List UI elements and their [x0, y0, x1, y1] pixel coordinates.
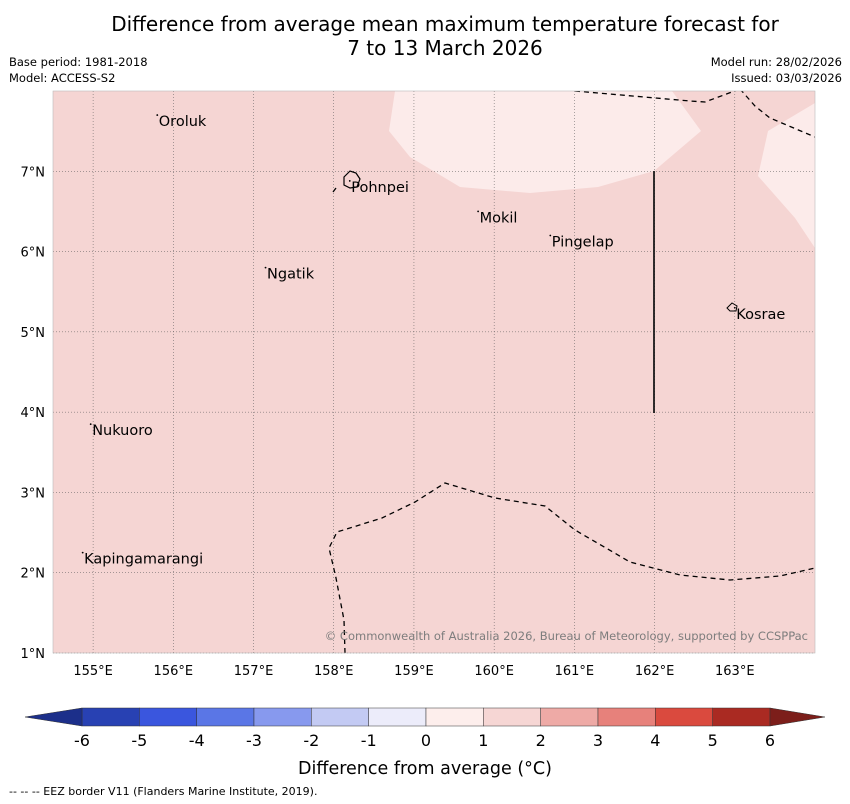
colorbar-segment — [540, 707, 599, 727]
colorbar-segment — [483, 707, 541, 727]
colorbar-segment — [425, 707, 484, 727]
colorbar-segment — [81, 707, 140, 727]
colorbar-under-arrow — [24, 707, 83, 727]
issued-text: Issued: 03/03/2026 — [731, 71, 842, 85]
colorbar-tick-label: -3 — [246, 731, 262, 750]
colorbar-segment — [196, 707, 255, 727]
latitude-tick-label: 3°N — [21, 486, 46, 501]
colorbar-segment — [253, 707, 312, 727]
place-label: Pingelap — [552, 235, 614, 251]
eez-border-line — [740, 91, 815, 138]
latitude-tick-label: 5°N — [21, 326, 46, 341]
colorbar-tick-label: -2 — [303, 731, 319, 750]
title-line-1: Difference from average mean maximum tem… — [111, 12, 779, 36]
map-background — [53, 91, 815, 653]
colorbar-segment — [597, 707, 656, 727]
longitude-tick-label: 162°E — [635, 664, 675, 679]
place-marker — [264, 266, 267, 269]
place-marker — [733, 306, 736, 309]
colorbar-tick-label: 3 — [593, 731, 603, 750]
place-label: Kosrae — [736, 307, 785, 323]
eez-borders — [328, 91, 815, 653]
model-run-text: Model run: 28/02/2026 — [710, 55, 842, 69]
lighter-regions — [389, 91, 815, 248]
place-marker — [477, 210, 480, 213]
colorbar-tick-label: 4 — [650, 731, 660, 750]
place-label: Mokil — [480, 210, 518, 226]
colorbar-tick-label: -4 — [189, 731, 205, 750]
colorbar: -6 -5 -4 -3 -2 -1 0 1 2 3 4 5 6 — [24, 707, 826, 750]
place-marker — [549, 234, 552, 237]
base-period-text: Base period: 1981-2018 — [9, 55, 148, 69]
latitude-tick-label: 7°N — [21, 165, 46, 180]
footnote: -- -- -- EEZ border V11 (Flanders Marine… — [9, 785, 318, 798]
latitude-tick-label: 6°N — [21, 246, 46, 261]
colorbar-segment — [655, 707, 713, 727]
colorbar-tick-label: -5 — [131, 731, 147, 750]
pohnpei-island-outline — [343, 170, 361, 189]
latitude-tick-label: 1°N — [21, 647, 46, 662]
colorbar-segment — [311, 707, 369, 727]
place-marker — [81, 551, 84, 554]
place-label: Ngatik — [267, 267, 315, 283]
longitude-tick-label: 159°E — [394, 664, 434, 679]
colorbar-segment — [139, 707, 197, 727]
colorbar-tick-label: 6 — [765, 731, 775, 750]
longitude-tick-label: 158°E — [314, 664, 354, 679]
longitude-tick-label: 156°E — [154, 664, 194, 679]
place-label: Kapingamarangi — [84, 552, 203, 568]
eez-border-line — [328, 482, 815, 653]
eez-border-line — [332, 187, 337, 193]
longitude-tick-label: 155°E — [73, 664, 113, 679]
longitude-tick-label: 160°E — [474, 664, 514, 679]
colorbar-over-arrow — [769, 707, 826, 727]
place-label: Nukuoro — [92, 423, 153, 439]
latitude-tick-label: 4°N — [21, 406, 46, 421]
colorbar-tick-label: 2 — [536, 731, 546, 750]
lighter-anomaly-region — [758, 103, 815, 248]
longitude-tick-label: 157°E — [234, 664, 274, 679]
latitude-tick-label: 2°N — [21, 567, 46, 582]
place-marker — [156, 114, 159, 116]
meta-right: Model run: 28/02/2026 Issued: 03/03/2026 — [711, 54, 842, 86]
colorbar-label: Difference from average (°C) — [298, 759, 552, 779]
chart-title: Difference from average mean maximum tem… — [0, 12, 850, 60]
longitude-tick-label: 161°E — [555, 664, 595, 679]
place-label: Pohnpei — [351, 180, 409, 196]
kosrae-island-outline — [726, 302, 738, 312]
meta-left: Base period: 1981-2018 Model: ACCESS-S2 — [9, 54, 148, 86]
place-labels: Oroluk Pohnpei Mokil Pingelap Ngatik Kosrae Nu… — [81, 114, 785, 568]
map-frame — [52, 90, 816, 654]
colorbar-tick-label: 1 — [478, 731, 488, 750]
place-marker — [348, 180, 351, 182]
colorbar-segment — [368, 707, 427, 727]
place-marker — [89, 423, 92, 426]
eez-border-line — [574, 91, 737, 103]
colorbar-tick-label: 5 — [708, 731, 718, 750]
lighter-anomaly-region — [389, 91, 701, 193]
longitude-axis-labels: 155°E 156°E 157°E 158°E 159°E 160°E 161°E 162°E… — [73, 664, 754, 679]
model-text: Model: ACCESS-S2 — [9, 71, 116, 85]
copyright-notice: © Commonwealth of Australia 2026, Bureau… — [325, 629, 808, 643]
longitude-tick-label: 163°E — [715, 664, 755, 679]
colorbar-tick-label: 0 — [421, 731, 431, 750]
colorbar-segment — [712, 707, 771, 727]
place-label: Oroluk — [159, 114, 207, 130]
colorbar-tick-label: -1 — [361, 731, 377, 750]
latitude-axis-labels: 1°N 2°N 3°N 4°N 5°N 6°N 7°N — [21, 165, 46, 662]
title-line-2: 7 to 13 March 2026 — [347, 36, 543, 60]
colorbar-tick-label: -6 — [74, 731, 90, 750]
